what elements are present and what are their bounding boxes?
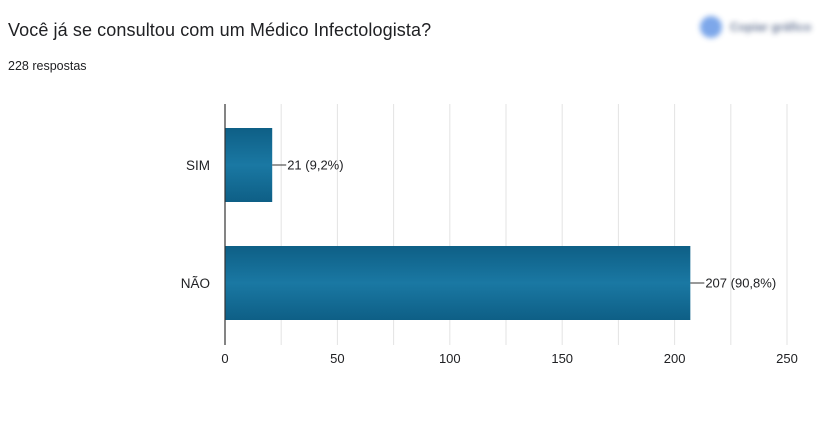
- data-label: 207 (90,8%): [705, 276, 776, 291]
- data-label: 21 (9,2%): [287, 158, 343, 173]
- response-count: 228 respostas: [8, 59, 87, 73]
- question-title: Você já se consultou com um Médico Infec…: [8, 20, 432, 40]
- copy-chart-button[interactable]: Copiar gráfico: [700, 16, 811, 38]
- category-label: SIM: [186, 158, 210, 173]
- x-tick-label: 50: [330, 351, 344, 366]
- copy-icon: [700, 16, 722, 38]
- x-tick-label: 0: [221, 351, 228, 366]
- category-label: NÃO: [181, 276, 210, 291]
- bar-sim: [225, 128, 273, 202]
- x-tick-label: 200: [664, 351, 686, 366]
- x-tick-label: 150: [551, 351, 573, 366]
- copy-chart-label: Copiar gráfico: [730, 20, 812, 34]
- x-tick-label: 100: [439, 351, 461, 366]
- bar-não: [225, 246, 691, 320]
- x-tick-label: 250: [776, 351, 798, 366]
